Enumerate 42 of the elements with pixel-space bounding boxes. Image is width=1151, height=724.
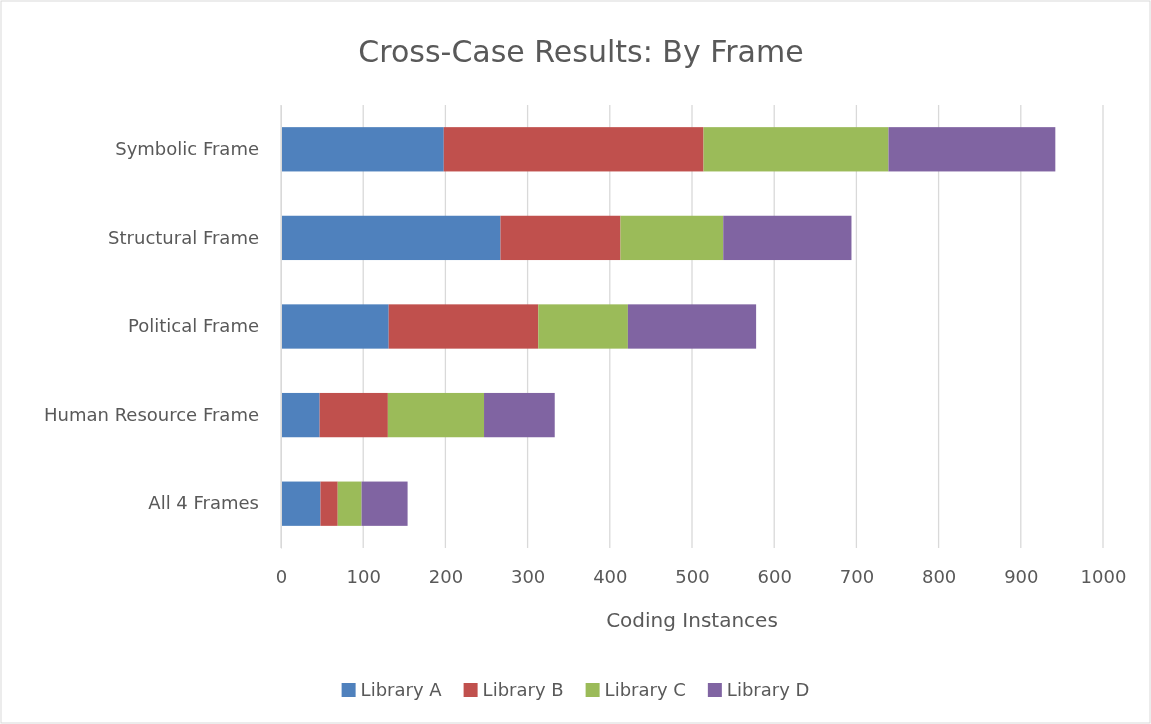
- x-tick-label: 900: [1004, 565, 1039, 587]
- x-tick-label: 300: [510, 565, 546, 587]
- x-tick-label: 0: [275, 565, 288, 587]
- bar: [620, 215, 724, 261]
- legend-label: Library D: [726, 679, 810, 700]
- x-tick-label: 200: [428, 565, 464, 587]
- x-tick-label: 600: [757, 565, 792, 587]
- x-axis-title: Coding Instances: [606, 608, 778, 632]
- bar: [703, 127, 889, 172]
- bar: [281, 481, 321, 526]
- bar: [627, 304, 757, 349]
- bar: [484, 392, 555, 438]
- bar: [443, 127, 704, 172]
- bar: [888, 127, 1056, 172]
- x-tick-label: 400: [593, 565, 628, 587]
- x-tick-label: 800: [921, 565, 957, 587]
- bar: [361, 481, 408, 526]
- y-tick-label: Political Frame: [127, 315, 259, 337]
- x-tick-label: 100: [346, 565, 381, 587]
- bar: [281, 127, 444, 172]
- bar: [320, 481, 338, 526]
- legend-label: Library B: [482, 679, 564, 700]
- bar: [281, 392, 320, 438]
- bar: [500, 215, 621, 261]
- chart-title: Cross-Case Results: By Frame: [358, 34, 804, 69]
- y-tick-label: All 4 Frames: [148, 492, 259, 514]
- bar: [281, 215, 501, 261]
- y-tick-label: Symbolic Frame: [115, 138, 259, 160]
- legend-label: Library C: [604, 679, 686, 700]
- y-tick-label: Human Resource Frame: [44, 403, 259, 425]
- x-tick-label: 1000: [1080, 565, 1127, 587]
- bar: [388, 304, 539, 349]
- y-tick-label: Structural Frame: [108, 226, 259, 248]
- bar: [538, 304, 628, 349]
- x-tick-label: 500: [675, 565, 710, 587]
- bar: [387, 392, 485, 438]
- bar: [281, 304, 389, 349]
- bar: [319, 392, 388, 438]
- legend-label: Library A: [360, 679, 443, 700]
- bar: [337, 481, 362, 526]
- bar: [723, 215, 852, 261]
- x-tick-label: 700: [839, 565, 875, 587]
